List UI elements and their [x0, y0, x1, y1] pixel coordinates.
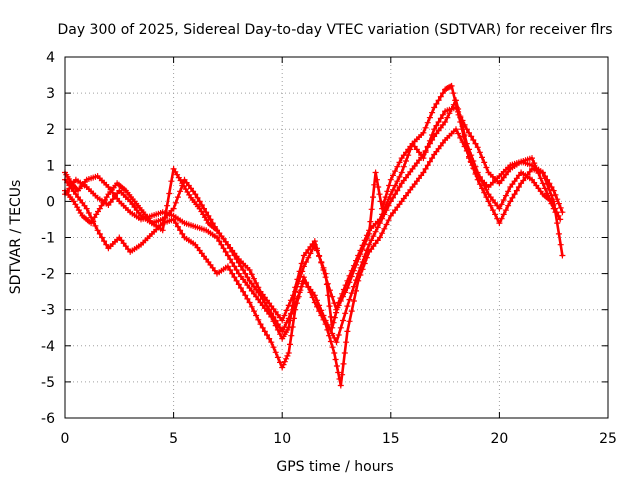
- x-tick-label: 20: [490, 431, 508, 447]
- series-trace-b: [62, 97, 564, 346]
- series-markers: [62, 97, 564, 346]
- y-axis-label: SDTVAR / TECUs: [8, 180, 24, 295]
- x-tick-label: 15: [382, 431, 400, 447]
- series-line: [63, 106, 564, 340]
- y-tick-label: -5: [41, 375, 55, 391]
- y-tick-label: 4: [46, 50, 55, 66]
- y-tick-label: 1: [46, 158, 55, 174]
- series-line: [63, 99, 562, 344]
- y-tick-label: -4: [41, 339, 55, 355]
- y-tick-label: -3: [41, 303, 55, 319]
- y-tick-label: 2: [46, 122, 55, 138]
- series-markers: [62, 104, 566, 342]
- data-series-layer: [62, 82, 566, 389]
- axis-ticks: 0 5 10 15 20 25 -6 -5 -4 -3 -2 -1 0 1 2 3 4: [41, 50, 617, 447]
- y-tick-label: -6: [41, 411, 55, 427]
- x-tick-label: 0: [61, 431, 70, 447]
- series-trace-a: [62, 104, 566, 342]
- x-axis-label: GPS time / hours: [276, 459, 393, 475]
- x-tick-label: 5: [169, 431, 178, 447]
- y-tick-label: -2: [41, 267, 55, 283]
- y-tick-label: 0: [46, 194, 55, 210]
- x-tick-label: 10: [273, 431, 291, 447]
- y-tick-label: 3: [46, 86, 55, 102]
- x-tick-label: 25: [599, 431, 617, 447]
- chart-title: Day 300 of 2025, Sidereal Day-to-day VTE…: [57, 22, 612, 38]
- y-tick-label: -1: [41, 231, 55, 247]
